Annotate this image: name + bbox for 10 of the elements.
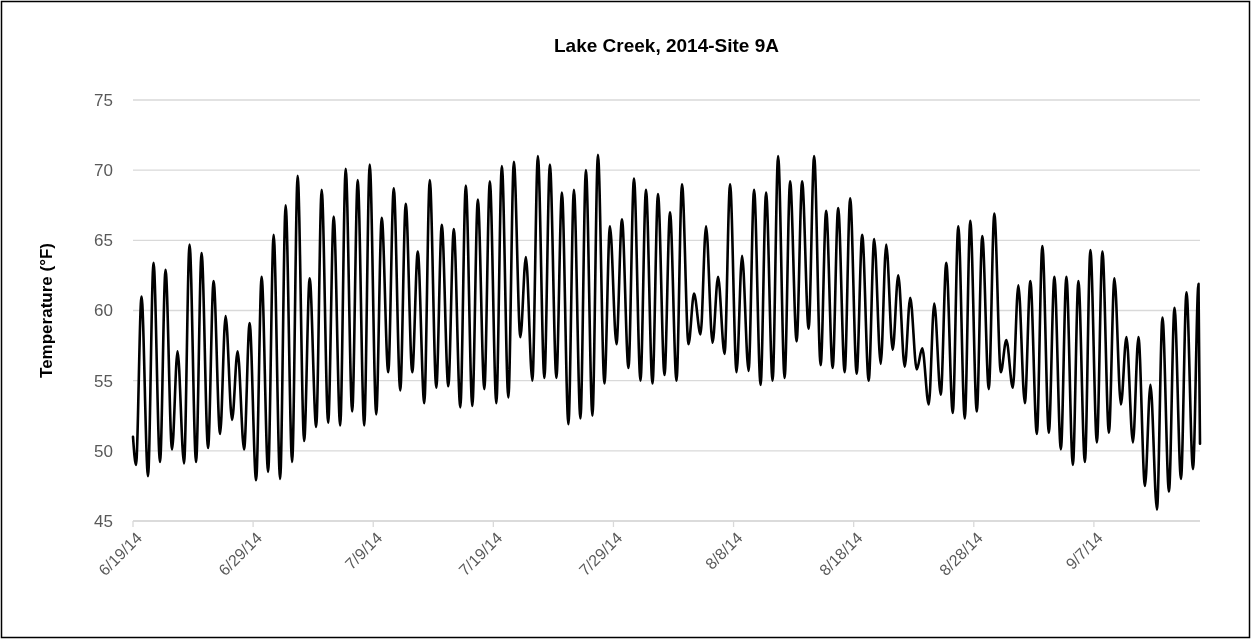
y-tick-label: 75	[94, 90, 113, 110]
y-tick-label: 50	[94, 441, 113, 461]
y-tick-label: 45	[94, 511, 113, 531]
y-tick-label: 70	[94, 161, 113, 181]
line-series	[131, 153, 1202, 512]
y-tick-label: 60	[94, 301, 113, 321]
chart-title: Lake Creek, 2014-Site 9A	[554, 35, 780, 56]
y-tick-label: 55	[94, 371, 113, 391]
y-tick-label: 65	[94, 231, 113, 251]
y-axis-title: Temperature (°F)	[37, 243, 56, 378]
